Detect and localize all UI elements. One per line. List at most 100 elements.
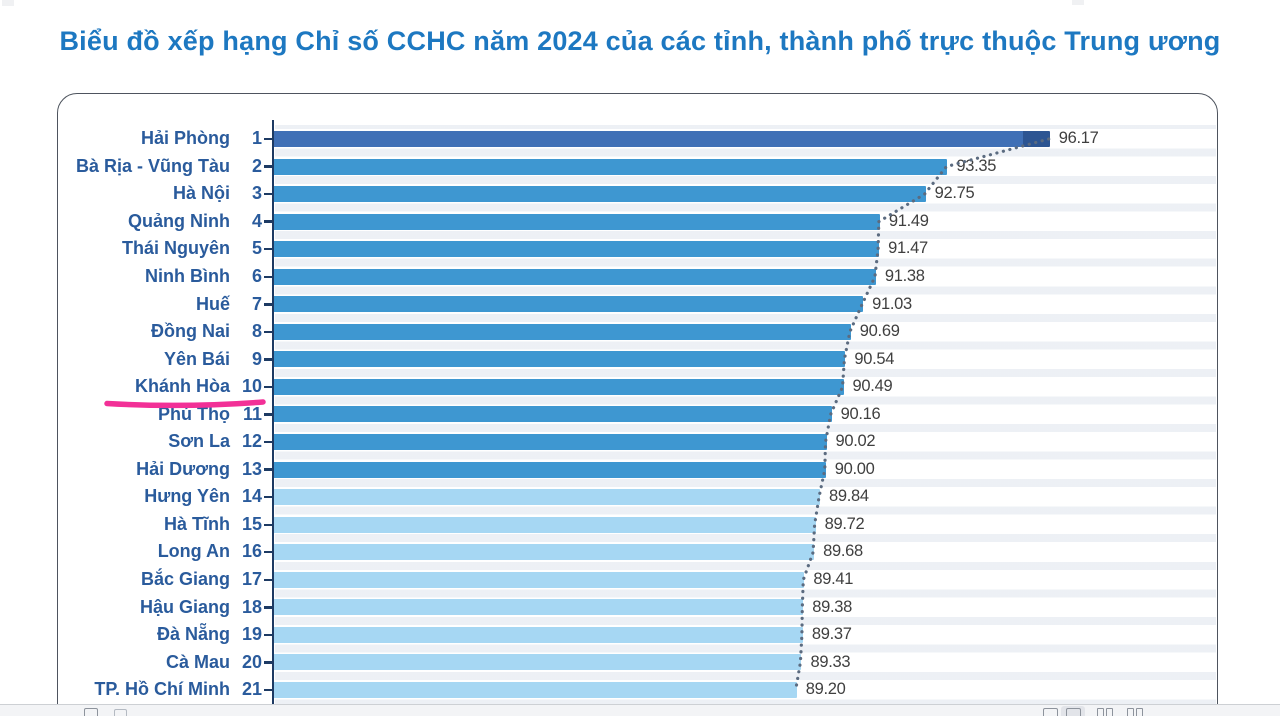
axis-tick	[264, 303, 273, 306]
score-bar	[274, 406, 832, 423]
axis-tick	[264, 192, 273, 196]
single-page-icon[interactable]	[1043, 708, 1058, 716]
province-label: Long An 16	[0, 538, 262, 566]
score-value: 89.68	[823, 542, 863, 561]
province-name: Huế	[195, 293, 230, 314]
province-rank: 2	[251, 155, 262, 176]
chart-row: Hải Dương 13 90.00	[0, 456, 1218, 484]
viewer-bottom-strip	[0, 704, 1280, 716]
score-bar	[274, 296, 864, 313]
province-name: Khánh Hòa	[134, 376, 230, 397]
copy-outline-icon[interactable]	[114, 709, 127, 716]
multi-page-view-icon[interactable]	[1127, 708, 1143, 716]
score-bar	[274, 213, 880, 230]
province-label: Đà Nẵng 19	[0, 621, 262, 649]
chart-row: Bắc Giang 17 89.41	[0, 566, 1218, 594]
score-bar	[274, 681, 797, 698]
axis-tick	[264, 165, 273, 168]
chart-row: Huế 7 91.03	[0, 291, 1218, 319]
province-rank: 11	[242, 403, 262, 424]
province-name: Đà Nẵng	[156, 624, 230, 645]
province-rank: 9	[251, 348, 262, 369]
province-label: Khánh Hòa 10	[0, 373, 262, 401]
chart-row: Khánh Hòa 10 90.49	[0, 373, 1218, 401]
axis-tick	[264, 551, 273, 554]
province-label: Quảng Ninh 4	[0, 208, 262, 236]
score-bar	[274, 461, 826, 478]
province-name: Phú Thọ	[158, 403, 230, 424]
score-bar	[274, 654, 802, 671]
province-label: Hà Nội 3	[0, 180, 262, 208]
chart-row: Cà Mau 20 89.33	[0, 649, 1218, 677]
score-bar	[274, 571, 805, 588]
province-name: Hưng Yên	[144, 486, 230, 507]
province-rank: 10	[241, 376, 262, 397]
province-name: Quảng Ninh	[128, 210, 230, 231]
score-bar	[274, 323, 851, 340]
axis-tick	[264, 275, 273, 278]
province-label: Đồng Nai 8	[0, 318, 262, 346]
province-rank: 3	[251, 183, 262, 204]
province-name: Hải Phòng	[141, 128, 230, 149]
axis-tick	[264, 385, 273, 389]
axis-tick	[264, 578, 273, 581]
province-label: Hải Phòng 1	[0, 125, 262, 153]
two-page-view-icon[interactable]	[1097, 708, 1113, 716]
province-rank: 13	[241, 458, 262, 479]
province-rank: 12	[241, 431, 262, 452]
province-rank: 4	[251, 210, 262, 231]
score-value: 90.69	[859, 322, 900, 341]
khanh-hoa-highlight-underline	[104, 399, 266, 409]
score-value: 90.02	[835, 432, 876, 451]
score-value: 90.54	[854, 349, 895, 368]
axis-tick	[264, 330, 273, 334]
single-page-selected-icon[interactable]	[1066, 708, 1081, 716]
score-bar	[274, 351, 846, 368]
chart-row: Ninh Bình 6 91.38	[0, 263, 1218, 291]
chart-row: Hà Nội 3 92.75	[0, 180, 1218, 208]
score-value: 92.75	[934, 184, 975, 203]
province-rank: 16	[241, 541, 262, 562]
province-label: Hậu Giang 18	[0, 594, 262, 622]
axis-tick	[264, 248, 273, 251]
chart-row: Long An 16 89.68	[0, 538, 1218, 566]
score-value: 89.41	[813, 570, 854, 589]
score-value: 90.00	[834, 459, 875, 478]
page-outline-icon[interactable]	[84, 708, 98, 716]
chart-row: Thái Nguyên 5 91.47	[0, 235, 1218, 263]
province-name: Hậu Giang	[139, 596, 230, 617]
province-name: Hải Dương	[136, 458, 230, 479]
score-value: 89.72	[824, 514, 865, 533]
axis-tick	[264, 220, 273, 223]
axis-tick	[264, 633, 273, 637]
province-name: Hà Nội	[172, 183, 230, 204]
chart-row: Yên Bái 9 90.54	[0, 346, 1218, 374]
score-value: 89.37	[811, 625, 852, 644]
score-bar	[274, 434, 827, 451]
top-left-crop-artifact	[2, 0, 14, 6]
province-name: Hà Tĩnh	[164, 513, 230, 534]
province-label: Bắc Giang 17	[0, 566, 262, 594]
province-label: Yên Bái 9	[0, 346, 262, 374]
province-label: Hà Tĩnh 15	[0, 511, 262, 539]
top-right-crop-artifact	[1072, 0, 1084, 5]
province-label: Phú Thọ 11	[0, 401, 262, 429]
chart-row: Hà Tĩnh 15 89.72	[0, 511, 1218, 539]
score-bar	[274, 130, 1050, 147]
province-name: Cà Mau	[165, 651, 230, 672]
province-rank: 6	[251, 265, 262, 286]
axis-tick	[264, 661, 273, 664]
province-label: Hưng Yên 14	[0, 483, 262, 511]
province-name: Đồng Nai	[151, 321, 230, 342]
province-label: Bà Rịa - Vũng Tàu 2	[0, 153, 262, 181]
province-name: Thái Nguyên	[121, 238, 230, 259]
selected-icon-background	[1061, 706, 1085, 716]
score-bar	[274, 626, 803, 643]
score-bar	[274, 489, 820, 506]
axis-tick	[264, 523, 273, 526]
province-name: Ninh Bình	[145, 265, 230, 286]
axis-tick	[264, 688, 273, 692]
province-label: Sơn La 12	[0, 428, 262, 456]
score-value: 90.49	[852, 377, 893, 396]
